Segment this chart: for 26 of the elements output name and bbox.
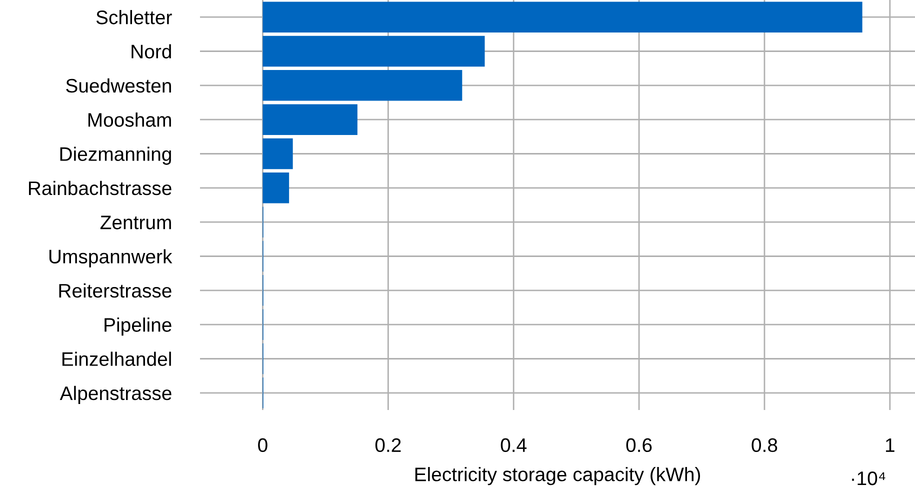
x-tick-label: 0.8 — [752, 438, 778, 452]
y-tick-label: Einzelhandel — [62, 352, 171, 366]
y-tick-label: Zentrum — [100, 216, 171, 230]
bar — [262, 70, 462, 101]
y-tick-label: Nord — [132, 44, 171, 58]
y-tick-label: Umspannwerk — [49, 249, 172, 268]
y-tick-label: Alpenstrasse — [60, 386, 172, 404]
bar — [262, 36, 485, 67]
bar — [262, 104, 358, 135]
x-axis-title: Electricity storage capacity (kWh) — [415, 467, 700, 486]
bar — [262, 138, 293, 170]
bar — [262, 2, 862, 32]
y-tick-label: Reiterstrasse — [59, 283, 172, 298]
bar — [262, 172, 290, 204]
y-tick-label: Rainbachstrasse — [29, 180, 172, 196]
x-tick-label: 0.2 — [375, 438, 401, 452]
y-tick-label: Diezmanning — [60, 146, 171, 165]
x-tick-label: 0.6 — [626, 438, 652, 452]
x-tick-label: 1 — [886, 438, 894, 452]
x-tick-label: 0 — [258, 438, 268, 452]
text: ·10⁴ — [852, 471, 886, 486]
y-tick-label: Schletter — [96, 10, 172, 24]
y-tick-label: Moosham — [88, 112, 171, 127]
y-tick-label: Suedwesten — [66, 78, 171, 93]
x-tick-label: 0.4 — [500, 438, 527, 452]
y-tick-label: Pipeline — [104, 318, 172, 336]
